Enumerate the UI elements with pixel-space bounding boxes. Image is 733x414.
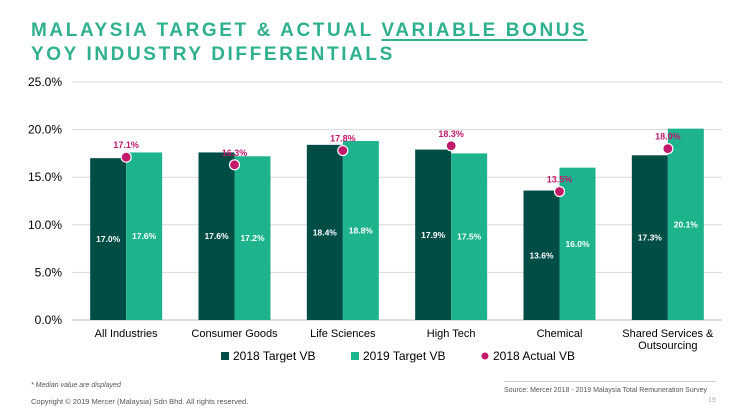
bar-2019-target xyxy=(342,141,379,320)
marker-2018-actual xyxy=(337,144,349,157)
y-tick-label: 0.0% xyxy=(35,313,63,327)
x-tick-label: Outsourcing xyxy=(638,340,697,352)
title-prefix: MALAYSIA TARGET & ACTUAL xyxy=(31,20,382,41)
data-label-2018-actual: 16.3% xyxy=(222,148,248,158)
copyright: Copyright © 2019 Mercer (Malaysia) Sdn B… xyxy=(31,397,249,406)
bar-2019-target xyxy=(559,167,596,320)
bar-2018-target xyxy=(198,152,235,320)
x-tick-label: High Tech xyxy=(427,328,476,340)
footnote: * Median value are displayed xyxy=(31,382,121,389)
legend-label: 2018 Target VB xyxy=(233,349,316,363)
marker-2018-actual xyxy=(228,159,241,171)
legend-swatch xyxy=(351,352,359,360)
x-tick-label: Chemical xyxy=(537,328,583,340)
title-underlined: VARIABLE BONUS xyxy=(381,20,588,41)
legend-label: 2018 Actual VB xyxy=(493,349,575,363)
data-label-2019-target: 18.8% xyxy=(349,226,374,236)
data-label-2019-target: 20.1% xyxy=(674,219,699,229)
data-label-2018-actual: 17.8% xyxy=(330,134,356,144)
bar-2018-target xyxy=(631,155,668,320)
data-label-2018-target: 17.9% xyxy=(421,230,446,240)
page-number: 19 xyxy=(708,397,716,404)
legend-marker xyxy=(481,352,489,360)
footer-divider xyxy=(504,381,716,382)
legend-label: 2019 Target VB xyxy=(363,349,446,363)
data-label-2019-target: 16.0% xyxy=(565,239,590,249)
bar-2019-target xyxy=(451,153,488,320)
data-label-2018-actual: 13.5% xyxy=(547,174,573,184)
data-label-2018-target: 18.4% xyxy=(313,227,338,237)
data-label-2018-target: 17.0% xyxy=(96,234,121,244)
x-tick-label: Consumer Goods xyxy=(191,328,278,340)
x-tick-label: All Industries xyxy=(95,328,158,340)
data-label-2019-target: 17.2% xyxy=(240,233,265,243)
marker-2018-actual xyxy=(553,185,566,198)
data-label-2018-target: 17.3% xyxy=(638,233,663,243)
data-label-2018-actual: 18.3% xyxy=(438,129,464,139)
marker-2018-actual xyxy=(120,151,132,163)
marker-2018-actual xyxy=(662,143,674,155)
data-label-2019-target: 17.6% xyxy=(132,231,157,241)
y-tick-label: 15.0% xyxy=(28,170,62,184)
data-label-2018-target: 17.6% xyxy=(204,231,229,241)
bar-2019-target xyxy=(667,128,704,320)
chart-title-line-1: MALAYSIA TARGET & ACTUAL VARIABLE BONUS xyxy=(31,20,587,42)
source-note: Source: Mercer 2018 - 2019 Malaysia Tota… xyxy=(504,387,707,394)
chart-title-line-2: YOY INDUSTRY DIFFERENTIALS xyxy=(31,44,395,65)
y-tick-label: 20.0% xyxy=(28,123,62,137)
x-tick-label: Life Sciences xyxy=(310,328,376,340)
x-tick-label: Shared Services & xyxy=(622,328,714,340)
y-tick-label: 10.0% xyxy=(28,218,62,232)
marker-2018-actual xyxy=(445,140,457,152)
data-label-2018-target: 13.6% xyxy=(529,250,554,260)
y-tick-label: 25.0% xyxy=(28,75,62,89)
bar-2018-target xyxy=(90,158,127,320)
bar-2018-target xyxy=(306,144,343,320)
bar-2019-target xyxy=(234,156,271,320)
y-tick-label: 5.0% xyxy=(35,265,63,279)
bar-2019-target xyxy=(126,152,163,320)
data-label-2018-actual: 18.0% xyxy=(655,132,681,142)
legend-swatch xyxy=(221,352,229,360)
data-label-2018-actual: 17.1% xyxy=(113,140,139,150)
bar-2018-target xyxy=(415,149,452,320)
data-label-2019-target: 17.5% xyxy=(457,232,482,242)
bar-2018-target xyxy=(523,190,560,320)
